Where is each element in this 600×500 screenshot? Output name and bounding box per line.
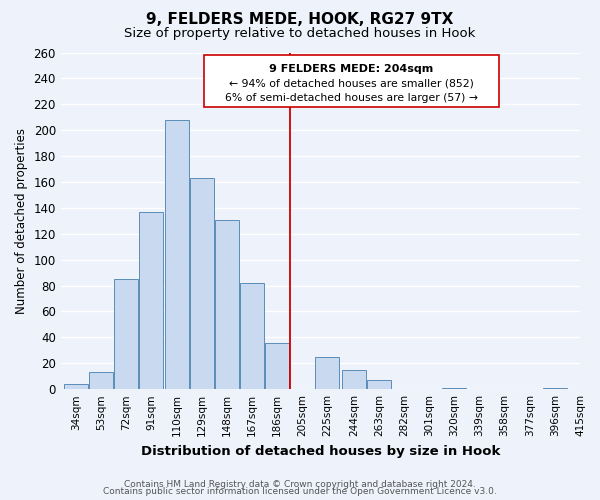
Bar: [367, 380, 391, 389]
Y-axis label: Number of detached properties: Number of detached properties: [15, 128, 28, 314]
Bar: [89, 372, 113, 389]
Bar: [139, 212, 163, 389]
Bar: [114, 279, 139, 389]
Bar: [64, 384, 88, 389]
Bar: [316, 357, 340, 389]
Bar: [265, 342, 289, 389]
Bar: [543, 388, 567, 389]
Bar: [190, 178, 214, 389]
Bar: [164, 120, 188, 389]
Bar: [342, 370, 366, 389]
Bar: [215, 220, 239, 389]
Text: Contains public sector information licensed under the Open Government Licence v3: Contains public sector information licen…: [103, 488, 497, 496]
Bar: [442, 388, 466, 389]
Text: Contains HM Land Registry data © Crown copyright and database right 2024.: Contains HM Land Registry data © Crown c…: [124, 480, 476, 489]
FancyBboxPatch shape: [203, 55, 499, 107]
Text: Size of property relative to detached houses in Hook: Size of property relative to detached ho…: [124, 28, 476, 40]
X-axis label: Distribution of detached houses by size in Hook: Distribution of detached houses by size …: [141, 444, 500, 458]
Text: 9, FELDERS MEDE, HOOK, RG27 9TX: 9, FELDERS MEDE, HOOK, RG27 9TX: [146, 12, 454, 28]
Bar: [240, 283, 264, 389]
Text: 9 FELDERS MEDE: 204sqm: 9 FELDERS MEDE: 204sqm: [269, 64, 433, 74]
Text: ← 94% of detached houses are smaller (852): ← 94% of detached houses are smaller (85…: [229, 78, 473, 88]
Text: 6% of semi-detached houses are larger (57) →: 6% of semi-detached houses are larger (5…: [224, 92, 478, 102]
